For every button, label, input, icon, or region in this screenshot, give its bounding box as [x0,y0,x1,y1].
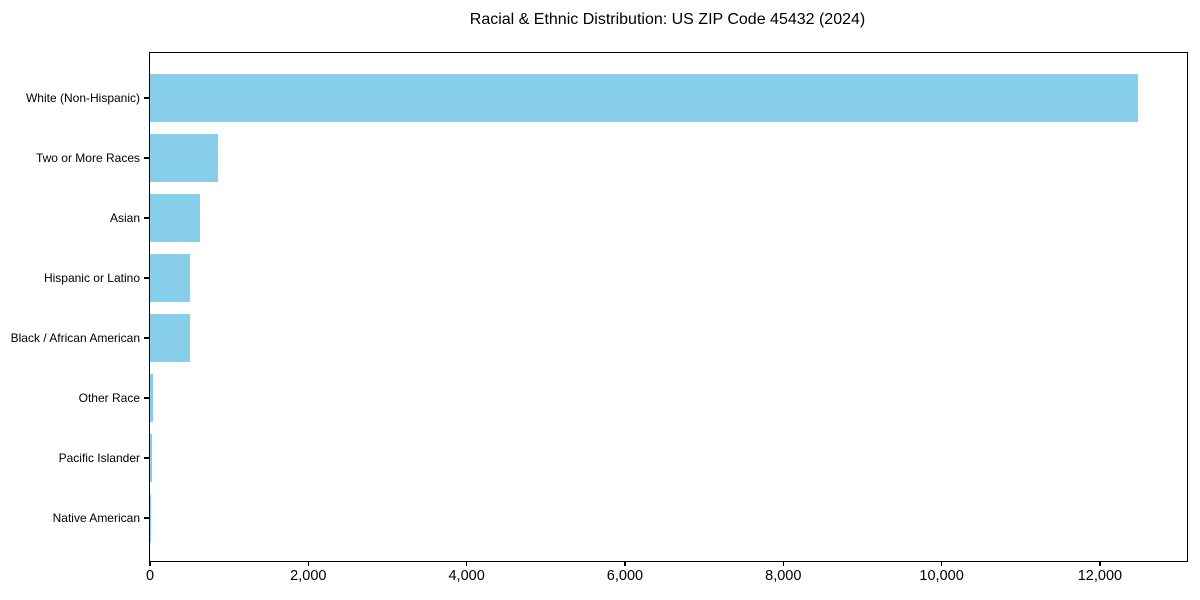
bar [150,494,151,542]
y-axis-category-label: White (Non-Hispanic) [25,91,140,105]
bar [150,374,154,422]
y-axis-category-label: Black / African American [10,331,140,345]
bar [150,314,190,362]
y-axis-tick [144,157,149,159]
x-axis-tick [941,561,943,566]
bar [150,134,219,182]
y-axis-category-label: Hispanic or Latino [43,271,140,285]
bar [150,254,191,302]
y-axis-tick [144,97,149,99]
bar [150,74,1138,122]
y-axis-category-label: Two or More Races [35,151,140,165]
y-axis-category-label: Asian [109,211,140,225]
x-axis-tick [307,561,309,566]
x-axis-tick [782,561,784,566]
x-axis-tick [149,561,151,566]
y-axis-category-label: Other Race [78,391,140,405]
y-axis-tick [144,397,149,399]
y-axis-tick [144,517,149,519]
bar [150,434,153,482]
x-axis-tick-label: 4,000 [448,568,485,584]
bar [150,194,200,242]
x-axis-tick [1099,561,1101,566]
x-axis-tick-label: 6,000 [606,568,644,584]
y-axis-tick [144,217,149,219]
x-axis-tick-label: 2,000 [290,568,327,584]
y-axis-tick [144,277,149,279]
plot-area: White (Non-Hispanic) Two or More Races Asi… [11,52,1188,584]
y-axis-tick [144,337,149,339]
x-axis-tick [624,561,626,566]
x-axis-tick-label: 10,000 [919,568,964,584]
y-axis-tick [144,457,149,459]
x-axis-tick-label: 8,000 [765,568,802,584]
y-axis-category-label: Native American [52,511,140,525]
x-axis-tick-label: 12,000 [1077,568,1123,584]
x-axis-tick-label: 0 [145,568,155,584]
y-axis-category-label: Pacific Islander [58,451,140,465]
x-axis-tick [466,561,468,566]
chart-title: Racial & Ethnic Distribution: US ZIP Cod… [469,11,866,28]
